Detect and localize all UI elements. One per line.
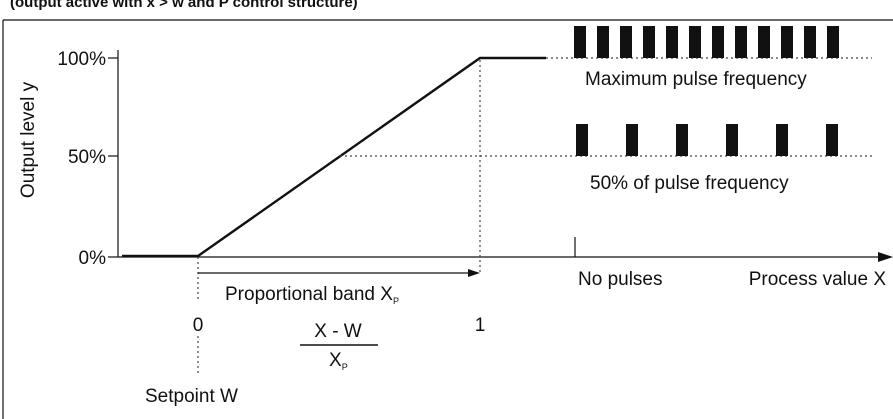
pulse-bar <box>826 124 838 156</box>
proportional-band-text: Proportional band X <box>225 284 393 305</box>
output-curve <box>122 56 546 258</box>
pulse-bar <box>726 124 738 156</box>
pulse-bar <box>689 26 701 58</box>
max-pulse-label: Maximum pulse frequency <box>585 69 807 90</box>
pulse-bar <box>712 26 724 58</box>
y-axis-label: Output level y <box>18 81 39 198</box>
pulse-bar <box>735 26 747 58</box>
pulse-bar <box>626 124 638 156</box>
pulse-bar <box>576 124 588 156</box>
pulse-train-half <box>576 124 838 156</box>
proportional-band-arrowhead <box>468 269 480 277</box>
fraction-denominator: XP <box>329 350 348 372</box>
pulse-train-max <box>574 26 839 58</box>
frame-border <box>2 19 893 419</box>
x-axis-arrowhead <box>878 252 893 262</box>
half-pulse-label: 50% of pulse frequency <box>590 173 789 194</box>
pulse-bar <box>758 26 770 58</box>
y-tick-label-0: 0% <box>79 248 107 269</box>
pulse-bar <box>643 26 655 58</box>
pulse-bar <box>827 26 839 58</box>
no-pulses-label: No pulses <box>578 269 663 290</box>
pulse-bar <box>597 26 609 58</box>
pulse-bar <box>776 124 788 156</box>
y-tick-label-100: 100% <box>57 49 106 70</box>
x-tick-label-1: 1 <box>475 315 486 336</box>
pulse-bar <box>620 26 632 58</box>
header-text: (output active with x > w and P control … <box>10 0 358 11</box>
x-tick-label-0: 0 <box>193 315 204 336</box>
fraction-numerator: X - W <box>314 321 362 342</box>
pulse-bar <box>676 124 688 156</box>
proportional-band-label: Proportional band XP <box>225 284 399 306</box>
x-axis-label: Process value X <box>749 269 887 290</box>
y-tick-label-50: 50% <box>68 147 106 168</box>
pulse-bar <box>666 26 678 58</box>
proportional-band-subscript: P <box>393 296 399 306</box>
pulse-bar <box>574 26 586 58</box>
pulse-bar <box>781 26 793 58</box>
fraction-denominator-subscript: P <box>342 362 348 372</box>
fraction-denominator-text: X <box>329 350 342 371</box>
setpoint-label: Setpoint W <box>145 386 238 407</box>
pulse-bar <box>804 26 816 58</box>
